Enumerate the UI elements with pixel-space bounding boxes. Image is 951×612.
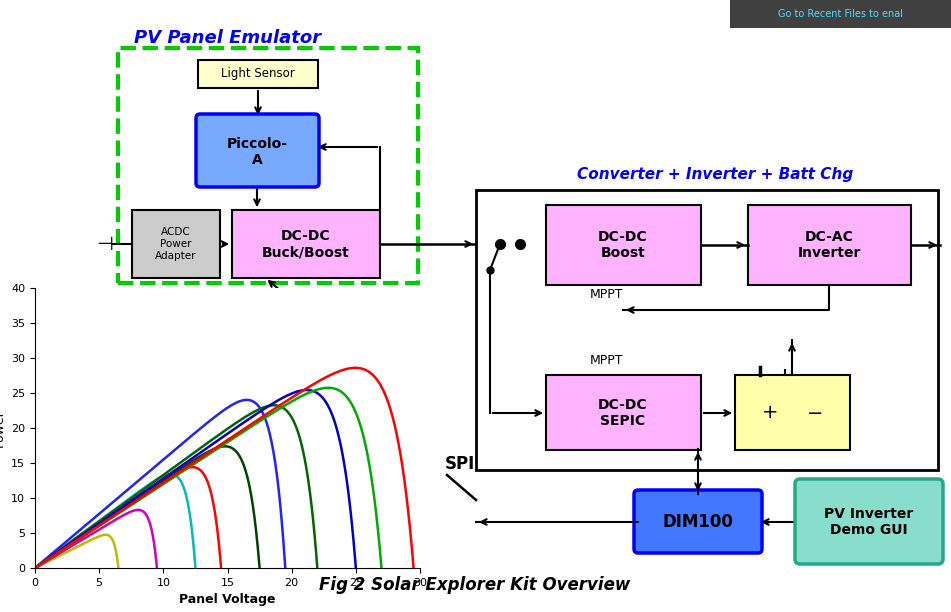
Text: Converter + Inverter + Batt Chg: Converter + Inverter + Batt Chg xyxy=(577,168,853,182)
FancyBboxPatch shape xyxy=(634,490,762,553)
Text: DIM100: DIM100 xyxy=(663,513,733,531)
Text: Go to Recent Files to enal: Go to Recent Files to enal xyxy=(779,9,903,19)
Text: ACDC
Power
Adapter: ACDC Power Adapter xyxy=(155,228,197,261)
FancyBboxPatch shape xyxy=(795,479,943,564)
X-axis label: Panel Voltage: Panel Voltage xyxy=(179,593,276,606)
Text: PV Inverter
Demo GUI: PV Inverter Demo GUI xyxy=(825,507,914,537)
Text: DC-DC
SEPIC: DC-DC SEPIC xyxy=(598,398,648,428)
Text: Fig 2 Solar Explorer Kit Overview: Fig 2 Solar Explorer Kit Overview xyxy=(320,576,631,594)
FancyBboxPatch shape xyxy=(730,0,951,28)
Text: ⊣: ⊣ xyxy=(96,234,113,253)
Text: SPI: SPI xyxy=(445,455,476,473)
Text: MPPT: MPPT xyxy=(590,354,624,367)
FancyBboxPatch shape xyxy=(232,210,380,278)
Y-axis label: Power: Power xyxy=(0,409,6,447)
FancyBboxPatch shape xyxy=(196,114,319,187)
Text: MPPT: MPPT xyxy=(590,288,624,302)
Text: +: + xyxy=(762,403,778,422)
Text: Light Sensor: Light Sensor xyxy=(222,67,295,81)
Text: DC-DC
Buck/Boost: DC-DC Buck/Boost xyxy=(262,229,350,259)
FancyBboxPatch shape xyxy=(546,205,701,285)
Text: DC-AC
Inverter: DC-AC Inverter xyxy=(797,230,861,260)
Text: PV Panel Emulator: PV Panel Emulator xyxy=(134,29,321,47)
Text: Piccolo-
A: Piccolo- A xyxy=(226,137,287,167)
FancyBboxPatch shape xyxy=(735,375,850,450)
FancyBboxPatch shape xyxy=(546,375,701,450)
FancyBboxPatch shape xyxy=(748,205,911,285)
FancyBboxPatch shape xyxy=(198,60,318,88)
Text: −: − xyxy=(806,403,824,422)
Text: DC-DC
Boost: DC-DC Boost xyxy=(598,230,648,260)
FancyBboxPatch shape xyxy=(132,210,220,278)
